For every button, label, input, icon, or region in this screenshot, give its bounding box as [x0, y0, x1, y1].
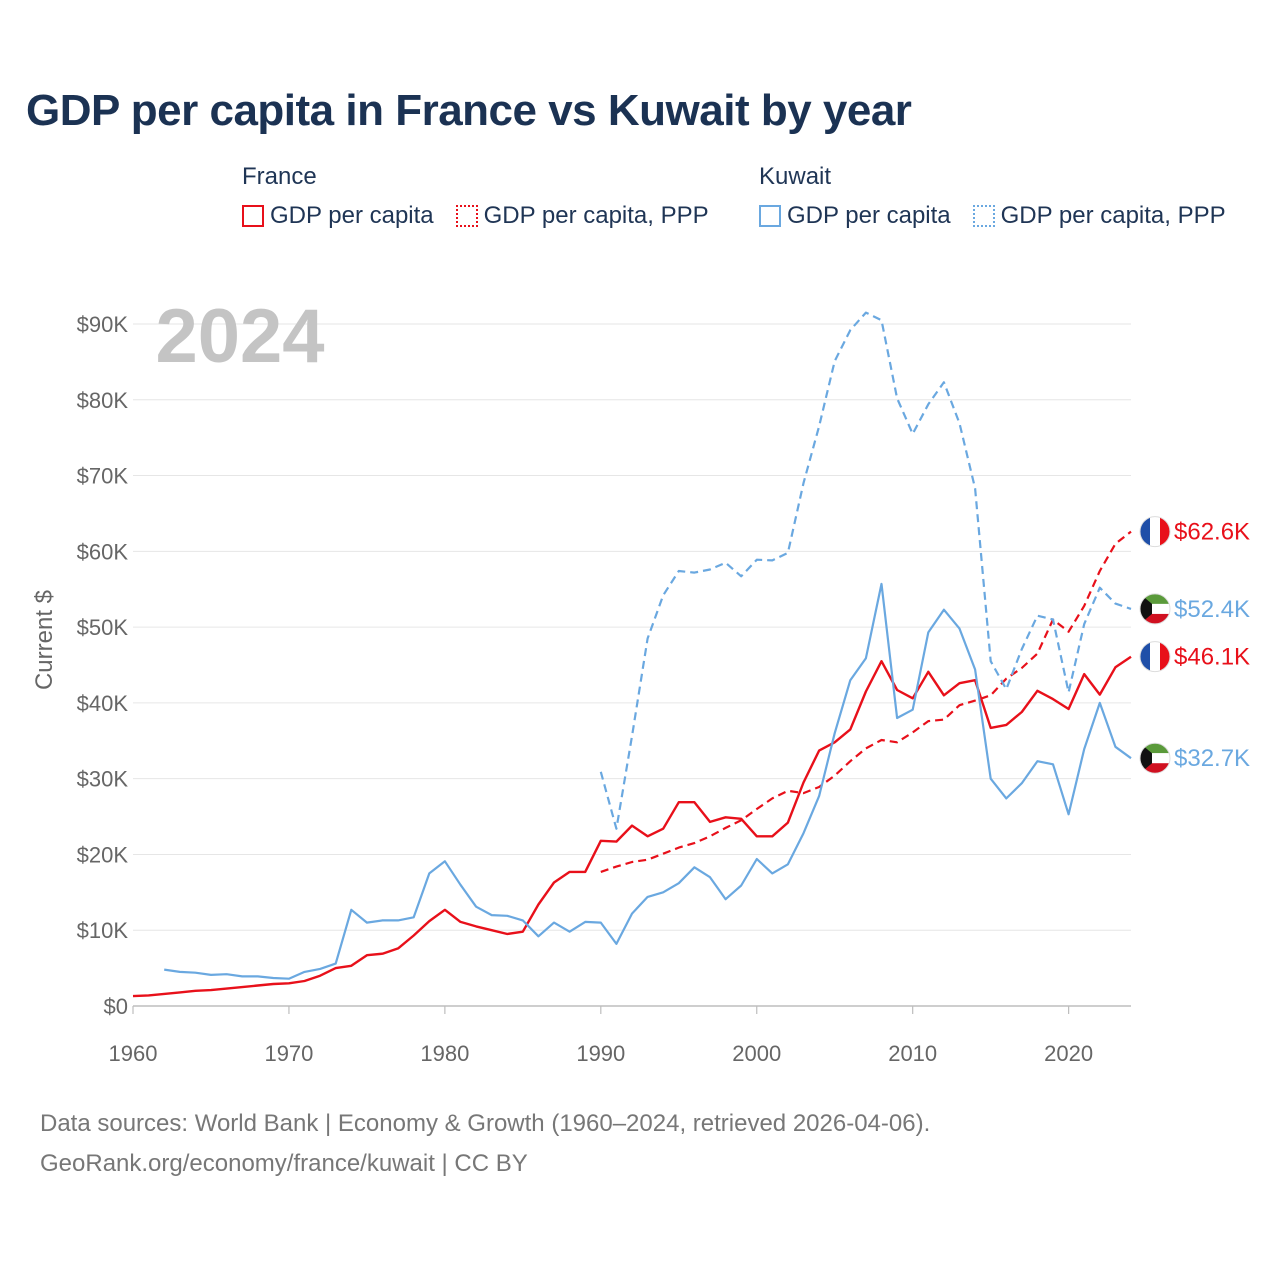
legend-kuwait-ppp[interactable]: GDP per capita, PPP	[972, 202, 1226, 230]
y-tick-label: $90K	[77, 312, 129, 337]
flag-france-icon	[1139, 641, 1171, 673]
flag-france-icon	[1139, 516, 1171, 548]
series-line-france-gdp-per-capita	[132, 655, 1132, 998]
y-axis-label: Current $	[31, 590, 58, 690]
flag-stripe-blue	[1140, 516, 1150, 547]
legend-kuwait-ppp-label: GDP per capita, PPP	[1000, 202, 1226, 229]
flag-stripe-white	[1150, 641, 1160, 672]
series-lines	[132, 311, 1132, 998]
y-tick-label: $10K	[77, 918, 129, 943]
flag-stripe-white	[1150, 516, 1160, 547]
flag-trapezoid-black	[1140, 743, 1152, 774]
y-tick-label: $40K	[77, 691, 129, 716]
legend-swatch-kuwait-solid	[759, 205, 781, 227]
x-tick-label: 1970	[264, 1041, 313, 1066]
flag-stripe-white	[1140, 603, 1170, 614]
x-axis-ticks: 1960 1970 1980 1990 2000 2010 2020	[109, 1006, 1093, 1066]
legend-france-ppp[interactable]: GDP per capita, PPP	[455, 202, 709, 230]
x-tick-label: 1980	[420, 1041, 469, 1066]
legend-kuwait-heading: Kuwait	[759, 163, 832, 190]
flag-stripe-green	[1140, 743, 1170, 754]
flag-stripe-green	[1140, 593, 1170, 604]
flag-outline	[1139, 742, 1171, 774]
flag-body	[1140, 593, 1170, 624]
y-axis-ticks: $0 $10K $20K $30K $40K $50K $60K $70K $80K $90K	[77, 312, 129, 1019]
y-tick-label: $80K	[77, 388, 129, 413]
flag-body	[1140, 641, 1170, 672]
end-labels: $62.6K $52.4K $46.1K $32.7K	[1139, 516, 1250, 774]
legend-france: France GDP per capita GDP per capita, PP…	[242, 160, 709, 230]
legend-kuwait-gdp[interactable]: GDP per capita	[759, 202, 951, 230]
flag-trapezoid-black	[1140, 593, 1152, 624]
legend-swatch-kuwait-dotted	[972, 205, 995, 227]
flag-stripe-red	[1140, 613, 1170, 624]
year-watermark: 2024	[155, 294, 324, 379]
y-tick-label: $50K	[77, 615, 129, 640]
legend-kuwait: Kuwait GDP per capita GDP per capita, PP…	[759, 160, 1226, 230]
x-tick-label: 2010	[888, 1041, 937, 1066]
x-tick-label: 1990	[576, 1041, 625, 1066]
legend-france-gdp-label: GDP per capita	[270, 202, 434, 229]
source-line-1: Data sources: World Bank | Economy & Gro…	[40, 1110, 931, 1137]
y-tick-label: $60K	[77, 539, 129, 564]
y-tick-label: $0	[104, 994, 128, 1019]
flag-stripe-red	[1160, 641, 1170, 672]
flag-outline	[1139, 516, 1171, 548]
end-label-value: $52.4K	[1174, 596, 1250, 623]
y-tick-label: $30K	[77, 767, 129, 792]
source-note: Data sources: World Bank | Economy & Gro…	[40, 1104, 930, 1184]
legend-kuwait-gdp-label: GDP per capita	[787, 202, 951, 229]
flag-kuwait-icon	[1139, 742, 1171, 774]
legend-swatch-france-dotted	[455, 205, 478, 227]
legend-france-gdp[interactable]: GDP per capita	[242, 202, 434, 230]
end-label-value: $32.7K	[1174, 745, 1250, 772]
flag-stripe-white	[1140, 753, 1170, 764]
flag-body	[1140, 743, 1170, 774]
flag-stripe-red	[1160, 516, 1170, 547]
series-line-france-gdp-per-capita-ppp	[600, 530, 1132, 873]
x-tick-label: 1960	[109, 1041, 158, 1066]
y-tick-label: $70K	[77, 464, 129, 489]
line-chart: $0 $10K $20K $30K $40K $50K $60K $70K $80K $90K 1…	[31, 294, 1250, 1066]
legend-france-heading: France	[242, 163, 317, 190]
y-tick-label: $20K	[77, 842, 129, 867]
grid-lines	[133, 323, 1131, 1007]
flag-outline	[1139, 641, 1171, 673]
flag-outline	[1139, 593, 1171, 625]
flag-body	[1140, 516, 1170, 547]
legend-swatch-france-solid	[242, 205, 264, 227]
series-line-kuwait-gdp-per-capita	[164, 582, 1132, 980]
flag-stripe-red	[1140, 763, 1170, 774]
source-line-2[interactable]: GeoRank.org/economy/france/kuwait | CC B…	[40, 1150, 528, 1177]
x-tick-label: 2000	[732, 1041, 781, 1066]
chart-title: GDP per capita in France vs Kuwait by ye…	[26, 86, 912, 135]
x-tick-label: 2020	[1044, 1041, 1093, 1066]
flag-stripe-blue	[1140, 641, 1150, 672]
legend-france-ppp-label: GDP per capita, PPP	[483, 202, 709, 229]
series-line-kuwait-gdp-per-capita-ppp	[599, 311, 1132, 830]
end-label-value: $46.1K	[1174, 644, 1250, 671]
flag-kuwait-icon	[1139, 593, 1171, 625]
end-label-value: $62.6K	[1174, 519, 1250, 546]
